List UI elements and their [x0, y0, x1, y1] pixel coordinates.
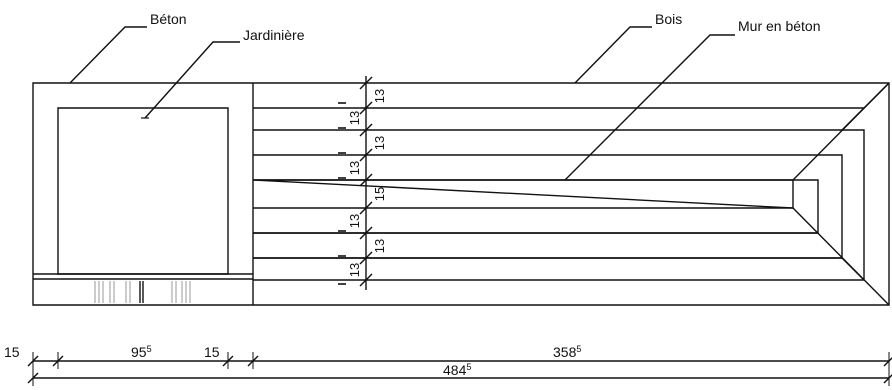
base-hatching-dark	[140, 281, 143, 303]
planter-box	[58, 108, 228, 274]
vertical-dim-4: 13	[347, 161, 362, 175]
vertical-dim-1: 13	[372, 89, 387, 103]
mitre-top-inner	[842, 108, 864, 130]
dim-358-sup: 5	[576, 344, 581, 354]
dimension-ticks	[28, 356, 892, 383]
mitre-bottom	[793, 208, 889, 305]
dim-484-sup: 5	[466, 362, 471, 372]
label-beton: Béton	[150, 11, 187, 27]
mitre-top	[793, 83, 889, 180]
vertical-dim-6: 13	[347, 214, 362, 228]
vertical-dim-2: 13	[347, 111, 362, 125]
dim-95-sup: 5	[147, 344, 152, 354]
label-mur-en-beton: Mur en béton	[738, 18, 821, 34]
leader-beton	[70, 27, 147, 83]
leader-mur-en-beton	[565, 35, 735, 180]
mitre-bottom-inner	[842, 258, 864, 280]
concrete-wall-wedge	[253, 180, 793, 208]
dim-95-main: 95	[131, 344, 147, 360]
vertical-dim-5: 15	[372, 187, 387, 201]
dim-358-5: 3585	[553, 344, 581, 360]
label-bois: Bois	[655, 11, 682, 27]
leader-bois	[575, 27, 652, 83]
dim-15-left: 15	[4, 344, 20, 360]
plank-2	[253, 130, 864, 280]
dim-358-main: 358	[553, 344, 577, 360]
plank-1	[253, 83, 889, 108]
vertical-dimension-ticks	[360, 77, 372, 286]
short-marks	[338, 103, 346, 284]
dim-95-5: 955	[131, 344, 152, 360]
base-hatching	[95, 281, 190, 303]
vertical-dim-7: 13	[372, 239, 387, 253]
label-jardiniere: Jardinière	[243, 27, 305, 43]
plank-4	[253, 180, 818, 233]
vertical-dim-3: 13	[372, 136, 387, 150]
dim-484-main: 484	[443, 362, 467, 378]
outer-outline	[33, 83, 889, 305]
dim-484-5-total: 4845	[443, 362, 471, 378]
vertical-dim-8: 13	[347, 263, 362, 277]
leader-jardiniere	[145, 42, 240, 118]
dim-15-middle: 15	[204, 344, 220, 360]
